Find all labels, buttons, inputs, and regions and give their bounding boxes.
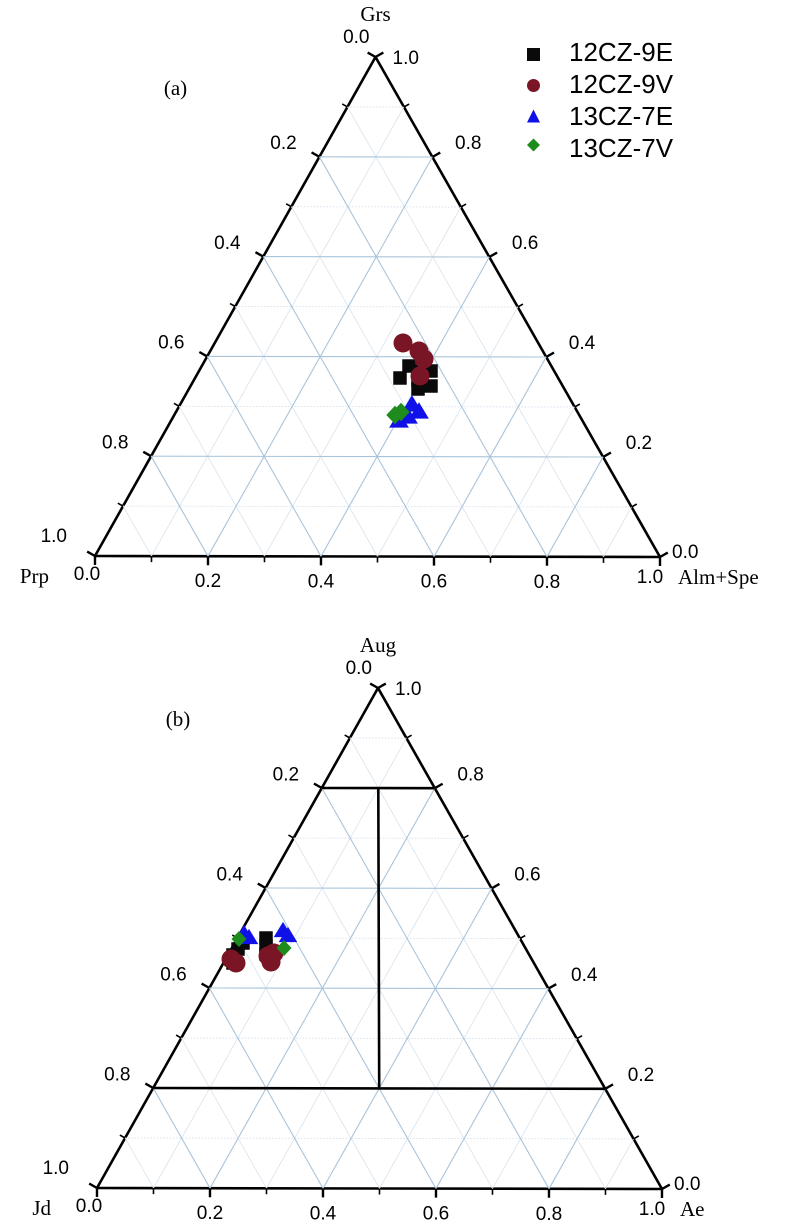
svg-text:0.6: 0.6 (421, 572, 447, 593)
svg-text:Grs: Grs (360, 2, 390, 26)
svg-text:1.0: 1.0 (637, 567, 663, 588)
svg-text:(b): (b) (166, 707, 191, 731)
svg-text:0.4: 0.4 (569, 333, 596, 354)
svg-text:0.8: 0.8 (457, 764, 483, 785)
svg-text:0.0: 0.0 (76, 1196, 102, 1217)
svg-text:0.0: 0.0 (672, 542, 698, 563)
svg-text:13CZ-7V: 13CZ-7V (569, 133, 674, 163)
svg-text:Alm+Spe: Alm+Spe (678, 565, 759, 589)
svg-text:0.6: 0.6 (158, 333, 184, 354)
svg-text:0.0: 0.0 (343, 27, 369, 48)
svg-text:12CZ-9V: 12CZ-9V (569, 69, 674, 99)
svg-text:0.2: 0.2 (270, 133, 296, 154)
svg-text:1.0: 1.0 (43, 1158, 69, 1179)
svg-text:0.6: 0.6 (160, 964, 186, 985)
svg-text:1.0: 1.0 (41, 526, 67, 547)
svg-text:0.4: 0.4 (214, 233, 241, 254)
svg-text:0.2: 0.2 (273, 764, 299, 785)
svg-text:0.0: 0.0 (674, 1174, 700, 1195)
svg-text:1.0: 1.0 (639, 1199, 665, 1220)
svg-text:0.8: 0.8 (104, 1064, 130, 1085)
svg-text:(a): (a) (164, 76, 187, 100)
svg-text:0.0: 0.0 (346, 658, 372, 679)
svg-text:0.2: 0.2 (626, 433, 652, 454)
svg-text:0.8: 0.8 (536, 1204, 562, 1225)
svg-text:0.4: 0.4 (216, 864, 243, 885)
svg-text:Jd: Jd (32, 1196, 51, 1220)
svg-text:0.8: 0.8 (102, 433, 128, 454)
svg-text:0.6: 0.6 (512, 233, 538, 254)
svg-text:0.4: 0.4 (308, 571, 335, 592)
svg-text:1.0: 1.0 (395, 679, 421, 700)
svg-text:0.2: 0.2 (195, 571, 221, 592)
svg-text:0.2: 0.2 (197, 1203, 223, 1224)
svg-text:Prp: Prp (20, 564, 49, 588)
svg-text:Ae: Ae (680, 1197, 705, 1221)
svg-text:0.4: 0.4 (310, 1203, 337, 1224)
svg-text:12CZ-9E: 12CZ-9E (569, 37, 673, 67)
svg-text:1.0: 1.0 (393, 48, 419, 69)
svg-text:0.6: 0.6 (423, 1204, 449, 1225)
svg-text:Aug: Aug (360, 633, 397, 657)
svg-text:13CZ-7E: 13CZ-7E (569, 101, 673, 131)
svg-text:0.6: 0.6 (514, 865, 540, 886)
svg-text:0.4: 0.4 (571, 965, 598, 986)
svg-text:0.8: 0.8 (455, 133, 481, 154)
svg-text:0.0: 0.0 (74, 564, 100, 585)
svg-text:0.8: 0.8 (534, 572, 560, 593)
svg-text:0.2: 0.2 (628, 1065, 654, 1086)
